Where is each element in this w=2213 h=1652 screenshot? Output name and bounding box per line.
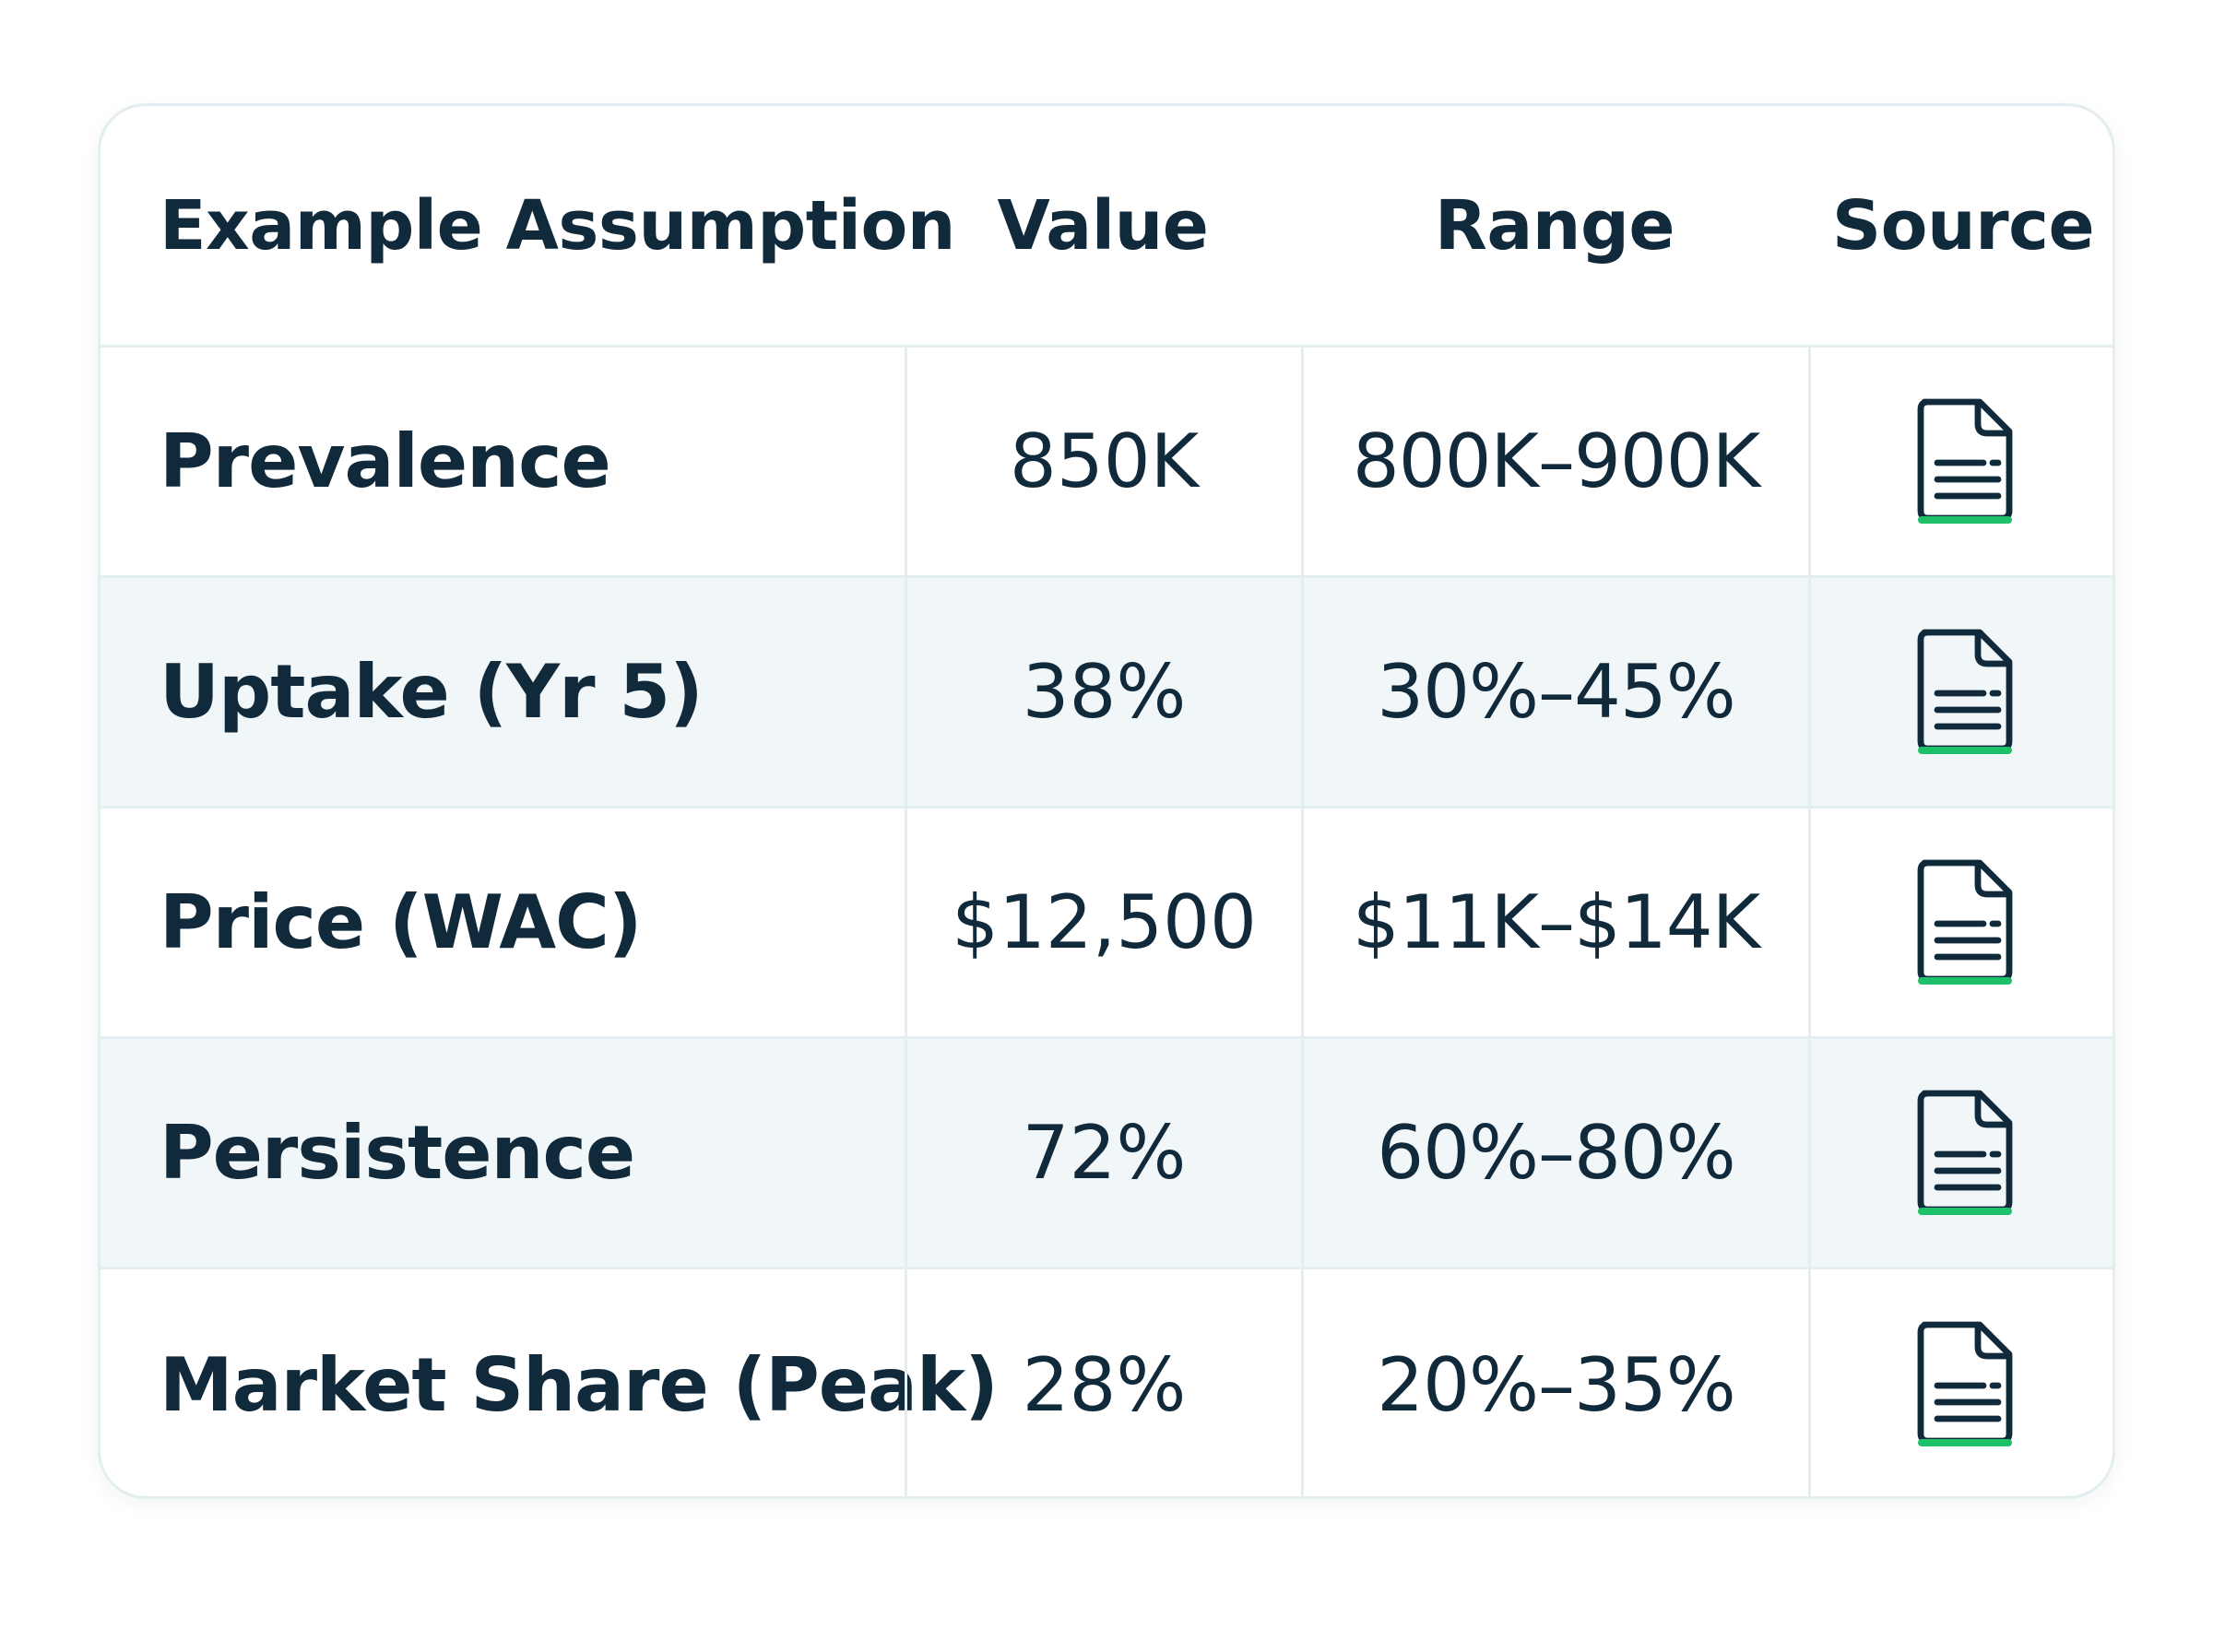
table-row: Market Share (Peak) 28% 20%–35% [101,1269,2112,1496]
table-row: Price (WAC) $12,500 $11K–$14K [101,808,2112,1039]
source-cell [1808,1269,2112,1496]
header-source: Source [1831,185,2095,266]
document-icon[interactable] [1913,857,2017,988]
value-cell: $12,500 [905,808,1301,1036]
assumption-cell: Persistence [160,1110,635,1196]
range-cell: 60%–80% [1301,1039,1808,1267]
value-cell: 72% [905,1039,1301,1267]
range-cell: $11K–$14K [1301,808,1808,1036]
assumptions-table: Example Assumption Value Range Source Pr… [98,103,2115,1499]
value-cell: 28% [905,1269,1301,1496]
table-row: Uptake (Yr 5) 38% 30%–45% [101,578,2112,808]
header-range: Range [1434,185,1675,266]
value-cell: 38% [905,578,1301,806]
document-icon[interactable] [1913,396,2017,527]
range-cell: 800K–900K [1301,348,1808,575]
assumption-cell: Prevalence [160,419,611,504]
source-cell [1808,1039,2112,1267]
header-value: Value [997,185,1209,266]
assumption-cell: Market Share (Peak) [160,1341,999,1428]
source-cell [1808,808,2112,1036]
document-icon[interactable] [1913,627,2017,758]
document-icon[interactable] [1913,1088,2017,1219]
source-cell [1808,348,2112,575]
header-assumption: Example Assumption [160,185,956,266]
assumption-cell: Uptake (Yr 5) [160,649,704,735]
assumption-cell: Price (WAC) [160,879,642,965]
table-row: Prevalence 850K 800K–900K [101,348,2112,578]
table-row: Persistence 72% 60%–80% [101,1039,2112,1269]
document-icon[interactable] [1913,1319,2017,1450]
range-cell: 20%–35% [1301,1269,1808,1496]
value-cell: 850K [905,348,1301,575]
table-header: Example Assumption Value Range Source [101,106,2112,348]
range-cell: 30%–45% [1301,578,1808,806]
source-cell [1808,578,2112,806]
